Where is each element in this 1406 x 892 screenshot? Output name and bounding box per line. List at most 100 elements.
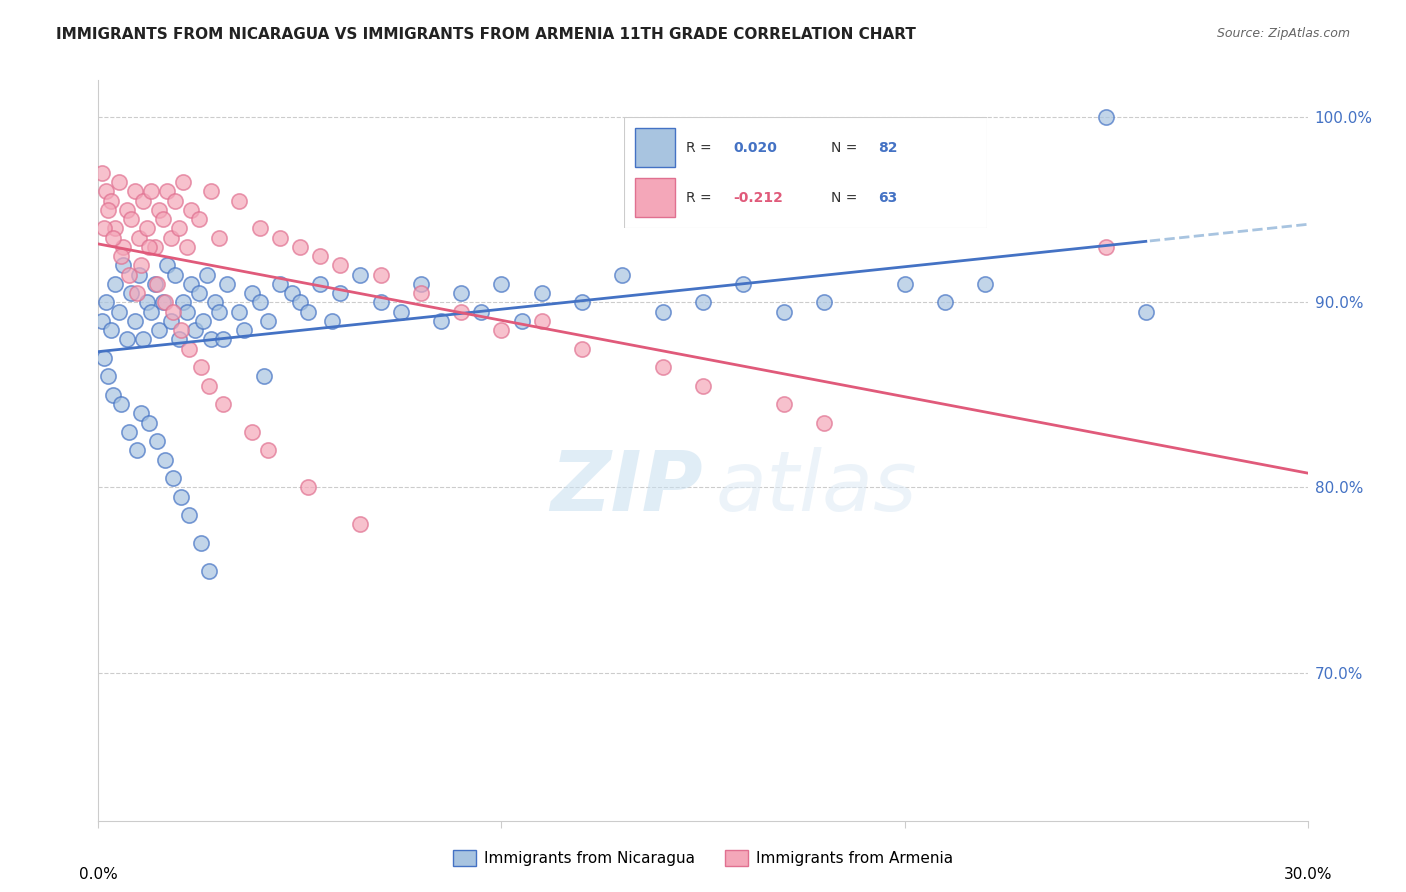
Point (97, 202, 120, 217)
Point (170, 490, 193, 504)
Point (180, 277, 202, 291)
Point (179, 342, 201, 356)
Point (103, 221, 125, 235)
Point (188, 212, 211, 227)
Point (152, 295, 174, 310)
Point (256, 314, 278, 328)
Point (200, 185, 222, 199)
Point (176, 240, 198, 254)
Point (612, 268, 634, 282)
Point (571, 342, 593, 356)
Point (470, 304, 492, 318)
Point (288, 295, 311, 310)
Point (167, 221, 190, 235)
Point (297, 481, 319, 495)
Point (309, 249, 332, 263)
Point (124, 185, 146, 199)
Point (240, 286, 263, 301)
Point (228, 304, 250, 318)
Text: IMMIGRANTS FROM NICARAGUA VS IMMIGRANTS FROM ARMENIA 11TH GRADE CORRELATION CHAR: IMMIGRANTS FROM NICARAGUA VS IMMIGRANTS … (56, 27, 917, 42)
Point (389, 304, 412, 318)
Point (772, 397, 794, 411)
Point (132, 194, 155, 208)
Point (118, 268, 141, 282)
Point (111, 240, 134, 254)
Point (101, 388, 124, 402)
Point (329, 286, 352, 301)
Point (91, 314, 114, 328)
Point (124, 314, 146, 328)
Point (97, 369, 120, 384)
Point (228, 194, 250, 208)
Point (163, 194, 186, 208)
Text: ZIP: ZIP (550, 447, 703, 528)
Point (232, 323, 254, 337)
Point (269, 277, 291, 291)
Point (193, 314, 215, 328)
Point (651, 304, 673, 318)
Point (1095, 111, 1118, 125)
Point (253, 369, 276, 384)
Point (135, 221, 157, 235)
Point (120, 212, 142, 227)
Point (176, 304, 198, 318)
Point (138, 240, 160, 254)
Point (249, 295, 271, 310)
Point (349, 268, 371, 282)
Point (180, 202, 202, 217)
Point (321, 314, 343, 328)
Point (163, 268, 186, 282)
Point (139, 185, 162, 199)
Point (1135, 304, 1157, 318)
Point (450, 286, 472, 301)
Point (184, 323, 207, 337)
Point (110, 249, 132, 263)
Point (115, 202, 138, 217)
Point (309, 277, 332, 291)
Point (96, 185, 118, 199)
Point (329, 259, 352, 273)
Point (370, 295, 392, 310)
Point (692, 295, 714, 310)
Point (208, 230, 231, 244)
Point (692, 378, 714, 392)
Point (152, 212, 174, 227)
Point (135, 295, 157, 310)
Point (156, 259, 179, 273)
Point (146, 434, 169, 449)
Text: Source: ZipAtlas.com: Source: ZipAtlas.com (1216, 27, 1350, 40)
Point (129, 407, 152, 421)
Point (195, 268, 218, 282)
Point (370, 268, 392, 282)
Point (491, 323, 513, 337)
Point (256, 443, 278, 458)
Point (132, 333, 155, 347)
Point (107, 175, 129, 189)
Point (934, 295, 956, 310)
Point (813, 295, 835, 310)
Point (212, 397, 235, 411)
Point (125, 286, 148, 301)
Point (491, 277, 513, 291)
Point (510, 314, 533, 328)
Point (153, 452, 176, 467)
Point (204, 295, 226, 310)
Point (430, 314, 453, 328)
Point (111, 259, 134, 273)
Text: 30.0%: 30.0% (1284, 867, 1331, 882)
Point (110, 397, 132, 411)
Point (172, 295, 194, 310)
Point (93, 221, 115, 235)
Point (208, 304, 231, 318)
Point (198, 378, 221, 392)
Point (162, 304, 184, 318)
Point (103, 277, 125, 291)
Point (217, 277, 239, 291)
Point (297, 304, 319, 318)
Point (188, 286, 211, 301)
Point (91, 166, 114, 180)
Point (288, 240, 311, 254)
Point (200, 333, 222, 347)
Point (170, 323, 193, 337)
Legend: Immigrants from Nicaragua, Immigrants from Armenia: Immigrants from Nicaragua, Immigrants fr… (447, 844, 959, 872)
